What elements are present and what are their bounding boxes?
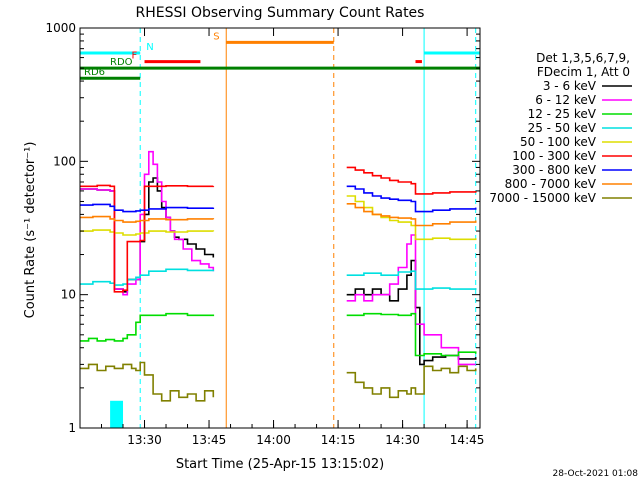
state-label-f: F (132, 51, 138, 62)
y-tick-label-2: 100 (53, 154, 76, 168)
legend-label-1: 6 - 12 keV (535, 93, 597, 107)
state-label-s: S (213, 31, 219, 42)
legend-label-2: 12 - 25 keV (528, 107, 597, 121)
x-axis-label: Start Time (25-Apr-15 13:15:02) (176, 457, 384, 472)
legend-label-4: 50 - 100 keV (520, 135, 597, 149)
legend-label-0: 3 - 6 keV (543, 79, 597, 93)
series-3-segment-1 (346, 270, 477, 290)
series-1-segment-0 (80, 150, 215, 296)
series-3-segment-0 (80, 268, 215, 286)
legend: Det 1,3,5,6,7,9, FDecim 1, Att 0 3 - 6 k… (489, 51, 632, 205)
series-4-segment-0 (80, 229, 215, 236)
series-8-segment-1 (346, 365, 477, 399)
y-axis-label: Count Rate (s⁻¹ detector⁻¹) (23, 142, 38, 319)
legend-header-2: FDecim 1, Att 0 (537, 65, 630, 79)
series-2-segment-1 (346, 312, 477, 357)
legend-label-7: 800 - 7000 keV (505, 177, 597, 191)
legend-label-5: 100 - 300 keV (512, 149, 596, 163)
series-6-segment-1 (346, 185, 477, 213)
x-tick-label-0: 13:30 (127, 433, 162, 447)
series-5-segment-1 (346, 166, 477, 195)
x-tick-label-1: 13:45 (192, 433, 227, 447)
series-5-segment-0 (80, 184, 215, 293)
x-tick-label-4: 14:30 (385, 433, 420, 447)
x-tick-label-5: 14:45 (450, 433, 485, 447)
chart-title: RHESSI Observing Summary Count Rates (136, 5, 425, 21)
footer-date: 28-Oct-2021 01:08 (553, 469, 639, 479)
series-0-segment-1 (346, 259, 477, 366)
series-6-segment-0 (80, 203, 215, 213)
series-2-segment-0 (80, 312, 215, 342)
y-tick-label-3: 1000 (45, 21, 76, 35)
legend-label-3: 25 - 50 keV (528, 121, 597, 135)
x-tick-label-3: 14:15 (321, 433, 356, 447)
state-label-rdo: RDO (110, 57, 133, 68)
y-tick-label-1: 10 (61, 288, 76, 302)
legend-header-1: Det 1,3,5,6,7,9, (536, 51, 630, 65)
y-tick-label-0: 1 (68, 421, 76, 435)
x-tick-label-2: 14:00 (256, 433, 291, 447)
state-label-rd6: RD6 (84, 67, 105, 78)
plot-frame (79, 27, 481, 429)
series-1-segment-1 (346, 234, 476, 366)
series-7-segment-0 (80, 215, 215, 223)
legend-label-8: 7000 - 15000 keV (489, 191, 596, 205)
series-4-segment-1 (346, 195, 477, 241)
shaded-block-0 (110, 400, 124, 428)
series-8-segment-0 (80, 361, 215, 402)
series-7-segment-1 (346, 203, 477, 227)
state-label-n: N (146, 42, 153, 53)
legend-label-6: 300 - 800 keV (512, 163, 596, 177)
